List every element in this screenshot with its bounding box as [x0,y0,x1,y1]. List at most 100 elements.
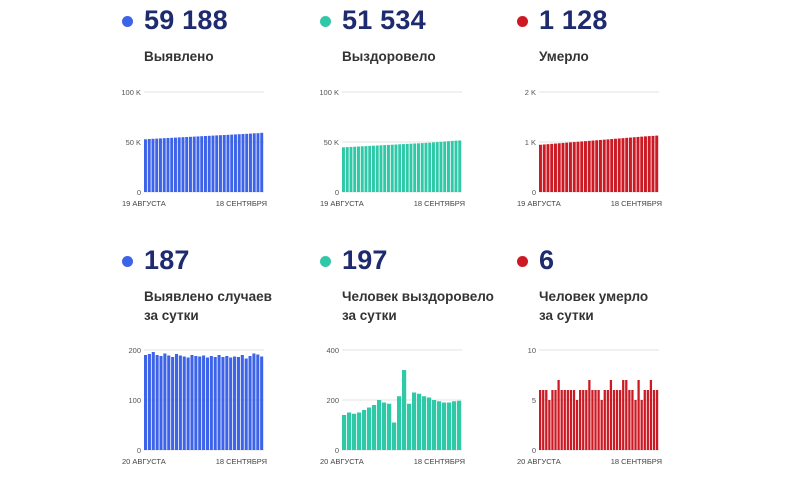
bar [585,390,588,450]
stat-value: 187 [144,245,190,275]
bar [252,133,256,192]
bar [342,415,347,450]
bar [417,393,422,450]
x-end-label: 18 СЕНТЯБРЯ [611,199,662,208]
bar [643,390,646,450]
bar [177,137,181,192]
bar [602,139,606,192]
bar [542,390,545,450]
bar [171,357,175,450]
bar [644,136,647,192]
bar [655,390,659,450]
bar [211,135,215,192]
bar [539,144,542,192]
bar [162,138,166,192]
bar [442,402,447,450]
bar [557,380,560,450]
bar [579,390,582,450]
bar [622,380,625,450]
series-dot-icon [320,16,331,27]
bar [572,390,576,450]
bar [397,396,402,450]
bar [591,390,594,450]
bar [202,355,206,450]
bar [614,138,617,192]
bar [387,403,392,450]
bar [566,390,569,450]
bar [619,390,622,450]
bar [560,390,563,450]
bar [454,140,458,192]
bar [144,355,148,450]
bar [539,390,542,450]
y-tick-label: 0 [335,446,339,455]
bar [625,137,629,192]
bar [563,390,566,450]
y-tick-label: 0 [137,188,141,197]
bar [192,136,196,192]
bar [170,137,174,192]
bar [205,357,210,450]
bar [580,141,584,192]
stat-label: за сутки [539,308,594,323]
bar [402,144,405,192]
bar [637,380,640,450]
y-tick-label: 0 [532,446,536,455]
y-tick-label: 200 [128,346,141,355]
bar [221,357,225,450]
y-tick-label: 50 K [324,138,339,147]
y-tick-label: 100 K [121,88,141,97]
bar [372,145,375,192]
stat-value: 197 [342,245,388,275]
bar [407,403,412,450]
bar [229,357,233,450]
bar [595,140,599,192]
bar [452,401,457,450]
bar [387,144,390,192]
bar [198,356,202,450]
bar [594,390,597,450]
bar [215,135,219,192]
bar [557,143,561,192]
y-tick-label: 0 [335,188,339,197]
bar [362,410,367,450]
bar [382,402,387,450]
bar [367,407,372,450]
bar [432,400,437,450]
x-start-label: 19 АВГУСТА [122,199,166,208]
bar [554,143,557,192]
bar [207,135,211,192]
bar [554,390,557,450]
bar [428,142,432,192]
bar [621,138,625,192]
bar [151,352,155,450]
bar [561,142,565,192]
stat-value: 59 188 [144,5,228,35]
bar [640,400,643,450]
bar [379,145,383,192]
bar [174,137,177,192]
y-tick-label: 200 [326,396,339,405]
bar [609,380,613,450]
bar [155,355,159,450]
bar [342,147,345,192]
bar [625,380,628,450]
bar [230,134,234,192]
bar [222,135,226,192]
bar [634,400,637,450]
bar [546,144,550,192]
series-dot-icon [320,256,331,267]
series-dot-icon [517,16,528,27]
bar [651,135,655,192]
bar [236,357,240,450]
bar [360,146,364,192]
bar [167,355,171,450]
bar [244,358,248,450]
bar [424,142,428,192]
bar [450,140,454,192]
bar [190,355,194,450]
bar [542,144,546,192]
bar [612,390,616,450]
bar [646,390,649,450]
bar [548,400,551,450]
